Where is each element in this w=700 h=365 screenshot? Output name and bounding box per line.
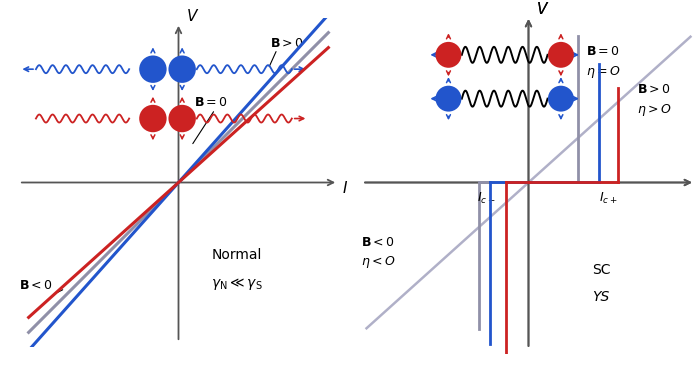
Text: $V$: $V$ [536,1,550,17]
Text: Normal: Normal [212,248,262,262]
Text: $I_{c-}$: $I_{c-}$ [477,191,496,205]
Text: $\gamma_\mathrm{N} \ll \gamma_\mathrm{S}$: $\gamma_\mathrm{N} \ll \gamma_\mathrm{S}… [211,276,262,292]
Text: $V$: $V$ [536,1,550,17]
Text: $V$: $V$ [186,8,199,24]
Text: $\mathbf{B}<0$: $\mathbf{B}<0$ [20,278,53,292]
Text: $I$: $I$ [342,180,348,196]
Text: $\mathbf{B}<0$
$\eta<O$: $\mathbf{B}<0$ $\eta<O$ [360,236,395,270]
Circle shape [139,105,167,132]
Text: $\mathbf{B}>0$
$\eta>O$: $\mathbf{B}>0$ $\eta>O$ [637,84,672,118]
Text: $I$: $I$ [699,181,700,197]
Circle shape [169,55,196,83]
Text: $\mathbf{B}>0$: $\mathbf{B}>0$ [270,37,304,50]
Text: $\mathbf{B}=0$
$\eta=O$: $\mathbf{B}=0$ $\eta=O$ [586,45,620,80]
Text: SC: SC [592,263,610,277]
Circle shape [435,86,461,112]
Text: $I$: $I$ [699,181,700,197]
Circle shape [139,55,167,83]
Text: YS: YS [592,290,610,304]
Circle shape [548,42,574,68]
Text: $\mathbf{B}=0$: $\mathbf{B}=0$ [195,96,228,109]
Circle shape [548,86,574,112]
Text: $I_{c+}$: $I_{c+}$ [599,191,618,205]
Circle shape [435,42,461,68]
Circle shape [169,105,196,132]
